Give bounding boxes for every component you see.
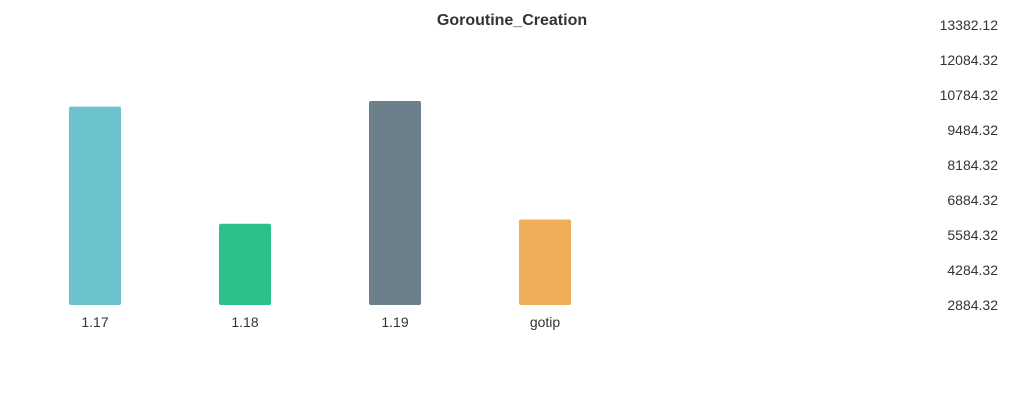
category-label: 1.18	[231, 314, 258, 330]
y-tick-label: 4284.32	[947, 262, 998, 278]
y-tick-label: 13382.12	[940, 17, 999, 33]
bar-1.17	[69, 106, 121, 305]
y-axis-ticks: 13382.12 12084.32 10784.32 9484.32 8184.32 68…	[940, 17, 999, 313]
bar-1.19	[369, 101, 421, 305]
y-tick-label: 5584.32	[947, 227, 998, 243]
category-labels: 1.17 1.18 1.19 gotip	[81, 314, 560, 330]
y-tick-label: 6884.32	[947, 192, 998, 208]
bar-1.18	[219, 223, 271, 305]
y-tick-label: 2884.32	[947, 297, 998, 313]
bars-group	[69, 101, 571, 305]
category-label: gotip	[530, 314, 561, 330]
category-label: 1.17	[81, 314, 108, 330]
y-tick-label: 9484.32	[947, 122, 998, 138]
category-label: 1.19	[381, 314, 408, 330]
y-tick-label: 12084.32	[940, 52, 999, 68]
y-tick-label: 10784.32	[940, 87, 999, 103]
bar-gotip	[519, 219, 571, 305]
chart-title: Goroutine_Creation	[437, 12, 587, 29]
y-tick-label: 8184.32	[947, 157, 998, 173]
